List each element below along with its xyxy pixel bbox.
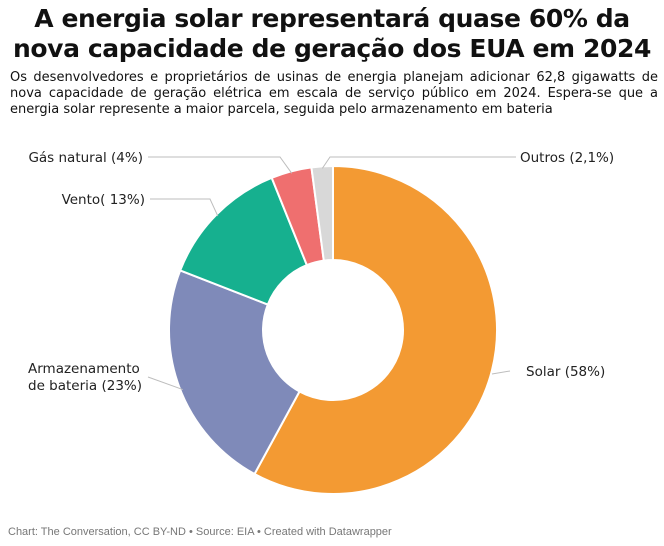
slice-armazenamento-de-bateria (168, 269, 301, 476)
chart-subtitle: Os desenvolvedores e proprietários de us… (10, 70, 658, 117)
label-line: de bateria (23%) (28, 378, 142, 394)
leader-line-solar (491, 370, 511, 375)
label-gas-natural: Gás natural (4%) (28, 150, 143, 166)
source-credit: Chart: The Conversation, CC BY-ND • Sour… (8, 526, 392, 538)
label-armazenamento-de-bateria: Armazenamento de bateria (23%) (28, 361, 142, 394)
label-line: Armazenamento (28, 361, 140, 377)
slice-solar (253, 164, 498, 495)
label-solar: Solar (58%) (526, 364, 605, 380)
label-outros: Outros (2,1%) (520, 150, 614, 166)
chart-title: A energia solar representará quase 60% d… (13, 4, 651, 63)
leader-line-vento (150, 198, 219, 217)
leader-line-outros (321, 156, 516, 169)
label-vento: Vento( 13%) (62, 192, 145, 208)
leader-line-gas-natural (148, 156, 293, 174)
leader-line-armazenamento-de-bateria (147, 376, 183, 391)
slice-outros (310, 164, 334, 262)
